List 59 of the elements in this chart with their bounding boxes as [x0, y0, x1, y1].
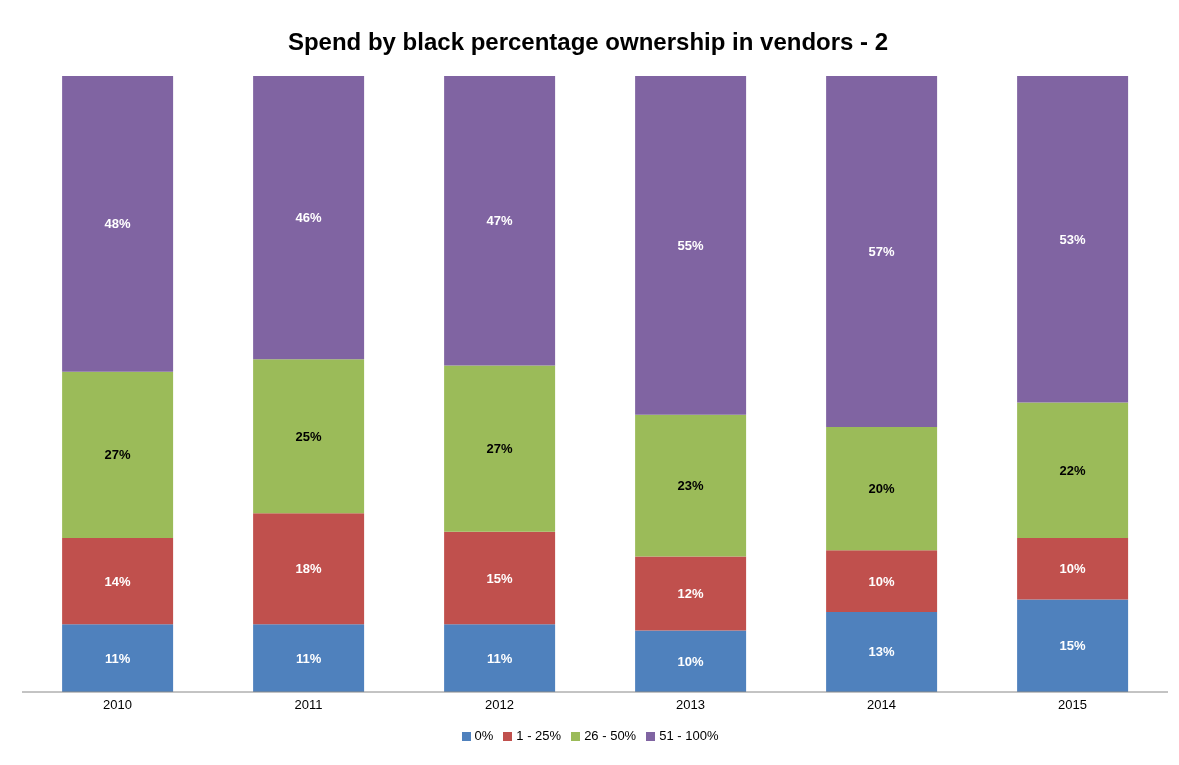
- data-label: 12%: [677, 585, 705, 601]
- data-label: 20%: [868, 481, 896, 497]
- bar: [253, 513, 365, 625]
- x-tick-label: 2012: [485, 697, 514, 713]
- bar: [62, 624, 174, 692]
- bar: [444, 624, 556, 692]
- bar: [826, 427, 938, 551]
- bar: [253, 76, 365, 360]
- data-label: 55%: [677, 237, 705, 253]
- x-tick-label: 2013: [676, 697, 705, 713]
- data-label: 23%: [677, 478, 705, 494]
- data-label: 46%: [295, 210, 323, 226]
- data-label: 47%: [486, 213, 514, 229]
- data-label: 22%: [1059, 462, 1087, 478]
- bar: [444, 76, 556, 366]
- data-label: 11%: [104, 650, 131, 666]
- x-tick-label: 2011: [294, 697, 323, 713]
- legend-label: 51 - 100%: [659, 728, 719, 743]
- bar: [635, 556, 747, 631]
- bar: [635, 76, 747, 415]
- data-label: 48%: [104, 216, 132, 232]
- data-label: 10%: [677, 653, 705, 669]
- bar: [826, 611, 938, 692]
- data-label: 15%: [486, 570, 514, 586]
- bar: [444, 531, 556, 625]
- x-tick-label: 2014: [867, 697, 896, 713]
- data-label: 14%: [104, 573, 132, 589]
- bar: [1017, 538, 1129, 600]
- data-label: 11%: [486, 650, 513, 666]
- bar: [826, 76, 938, 428]
- data-label: 15%: [1059, 638, 1087, 654]
- bar: [1017, 599, 1129, 692]
- data-label: 57%: [868, 244, 896, 260]
- bar: [253, 359, 365, 514]
- data-label: 10%: [868, 573, 896, 589]
- bar: [62, 76, 174, 372]
- data-label: 27%: [104, 447, 132, 463]
- bar: [1017, 76, 1129, 403]
- bar: [62, 538, 174, 625]
- bar: [62, 371, 174, 538]
- data-label: 13%: [868, 644, 896, 660]
- data-label: 27%: [486, 441, 514, 457]
- data-label: 10%: [1059, 561, 1087, 577]
- bar: [1017, 402, 1129, 538]
- bar: [826, 550, 938, 612]
- data-label: 53%: [1059, 231, 1087, 247]
- bar: [635, 414, 747, 557]
- data-label: 25%: [295, 428, 323, 444]
- data-label: 18%: [295, 561, 323, 577]
- chart-title: Spend by black percentage ownership in vendors - 2: [286, 27, 890, 57]
- legend-label: 26 - 50%: [584, 728, 637, 743]
- legend-label: 0%: [474, 728, 494, 743]
- x-tick-label: 2010: [103, 697, 132, 713]
- data-label: 11%: [295, 650, 322, 666]
- bar: [444, 365, 556, 532]
- bar: [635, 630, 747, 692]
- legend-label: 1 - 25%: [516, 728, 562, 743]
- x-tick-label: 2015: [1058, 697, 1087, 713]
- bar: [253, 624, 365, 692]
